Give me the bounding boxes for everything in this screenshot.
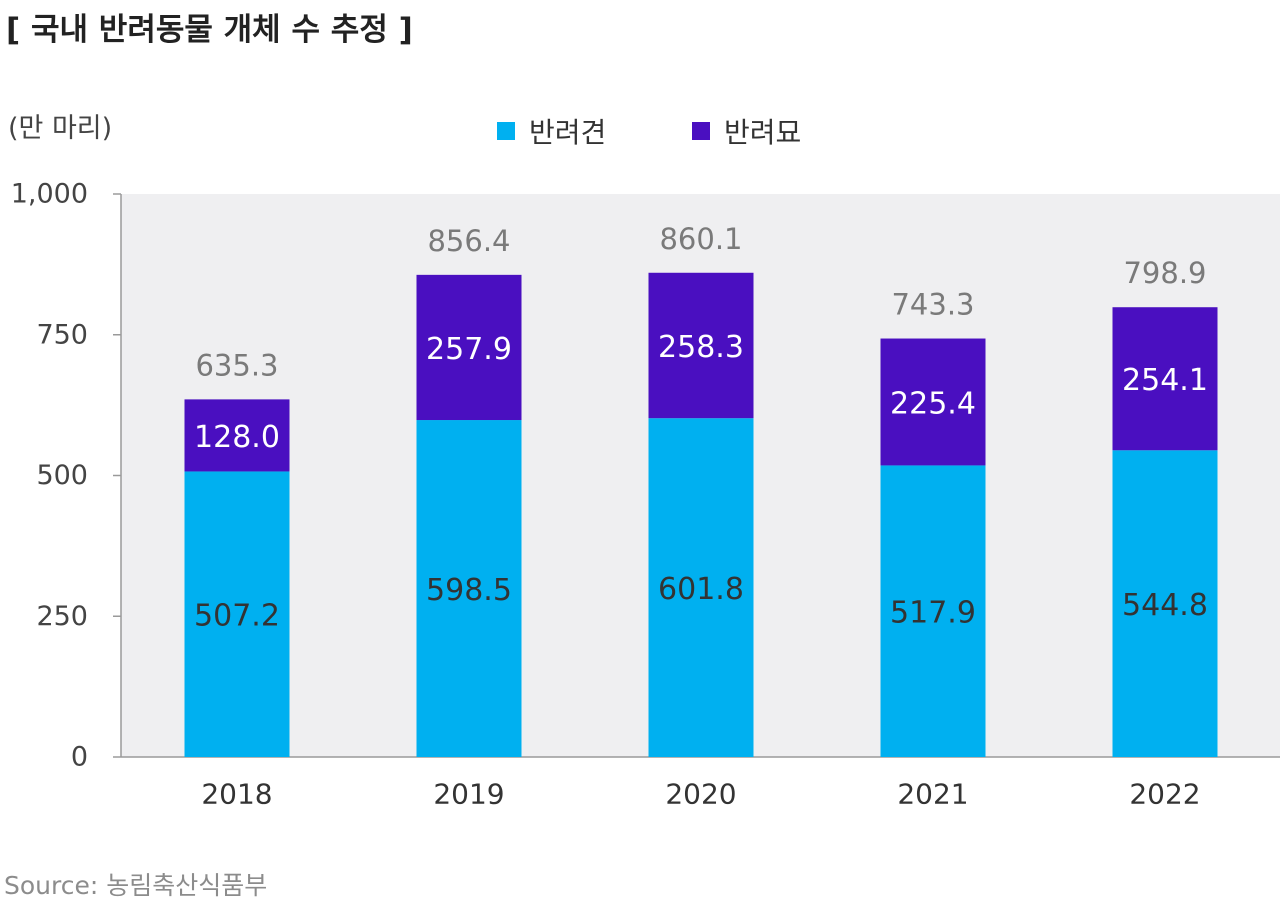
x-tick-label: 2020	[665, 778, 736, 811]
y-tick-label: 250	[36, 601, 88, 632]
data-label-dog: 598.5	[426, 573, 512, 608]
x-tick-label: 2022	[1129, 778, 1200, 811]
source-note: Source: 농림축산식품부	[4, 871, 268, 900]
bar-segment-cat	[1112, 307, 1218, 451]
total-label: 856.4	[427, 224, 510, 258]
data-label-cat: 258.3	[658, 330, 744, 365]
total-label: 798.9	[1123, 256, 1206, 290]
y-tick-label: 500	[36, 460, 88, 491]
legend-item-dog: 반려견	[497, 114, 607, 149]
bar-segment-cat	[880, 338, 986, 466]
y-axis-unit-label: (만 마리)	[8, 113, 113, 144]
bar-segment-dog	[416, 420, 522, 757]
bar-segment-cat	[648, 272, 754, 419]
bar-segment-dog	[648, 418, 754, 757]
data-label-dog: 544.8	[1122, 588, 1208, 623]
data-label-cat: 128.0	[194, 420, 280, 455]
total-label: 743.3	[891, 288, 974, 322]
x-tick-label: 2019	[433, 778, 504, 811]
y-tick-label: 1,000	[11, 179, 88, 210]
data-label-cat: 225.4	[890, 386, 976, 421]
y-tick-label: 0	[71, 742, 88, 773]
legend-label-dog: 반려견	[529, 116, 607, 149]
x-tick-label: 2018	[201, 778, 272, 811]
data-label-dog: 507.2	[194, 599, 280, 634]
data-label-cat: 257.9	[426, 332, 512, 367]
total-label: 635.3	[195, 348, 278, 382]
legend-label-cat: 반려묘	[724, 116, 802, 149]
x-tick-label: 2021	[897, 778, 968, 811]
bar-segment-dog	[1112, 450, 1218, 757]
bar-segment-cat	[184, 399, 290, 472]
chart-title: [ 국내 반려동물 개체 수 추정 ]	[6, 12, 413, 48]
y-tick-label: 750	[36, 319, 88, 350]
legend-item-cat: 반려묘	[692, 114, 802, 149]
bar-segment-dog	[184, 471, 290, 757]
bar-segment-cat	[416, 274, 522, 421]
data-label-dog: 601.8	[658, 572, 744, 607]
bar-segment-dog	[880, 465, 986, 757]
legend-swatch-cat	[692, 122, 710, 140]
legend-swatch-dog	[497, 122, 515, 140]
total-label: 860.1	[659, 222, 742, 256]
data-label-cat: 254.1	[1122, 363, 1208, 398]
data-label-dog: 517.9	[890, 596, 976, 631]
